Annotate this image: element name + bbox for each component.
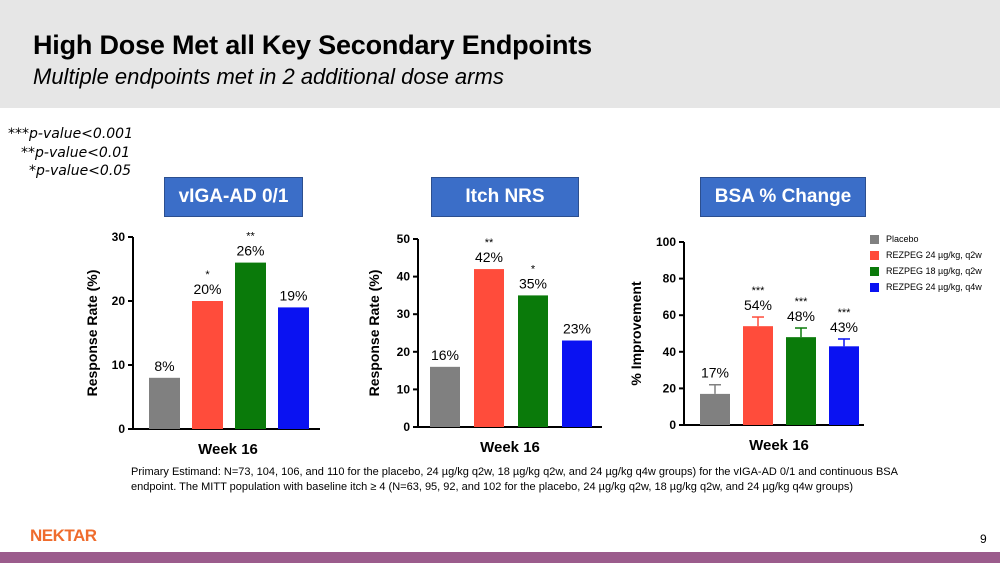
y-tick-label: 10 xyxy=(112,358,126,372)
legend-swatch-q2w-18 xyxy=(870,266,879,276)
bar xyxy=(474,269,504,427)
legend: Placebo REZPEG 24 µg/kg, q2w REZPEG 18 µ… xyxy=(870,231,982,295)
significance-marker: *** xyxy=(838,307,852,319)
legend-swatch-placebo xyxy=(870,234,879,244)
bar xyxy=(700,393,730,425)
y-tick-label: 20 xyxy=(663,381,677,395)
y-tick-label: 40 xyxy=(397,270,411,284)
data-label: 48% xyxy=(787,308,815,324)
y-tick-label: 20 xyxy=(112,294,126,308)
y-axis-label: Response Rate (%) xyxy=(366,270,382,397)
chart-title-bsa: BSA % Change xyxy=(700,177,866,217)
x-axis-label: Week 16 xyxy=(480,439,540,456)
data-label: 19% xyxy=(279,287,307,303)
footnote: Primary Estimand: N=73, 104, 106, and 11… xyxy=(131,466,898,493)
data-label: 20% xyxy=(193,281,221,297)
data-label: 8% xyxy=(154,358,174,374)
y-tick-label: 0 xyxy=(118,422,125,436)
bar xyxy=(829,346,859,425)
significance-marker: *** xyxy=(752,285,766,297)
significance-marker: * xyxy=(531,263,536,275)
data-label: 23% xyxy=(563,321,591,337)
significance-marker: * xyxy=(205,269,210,281)
company-logo: NEKTAR xyxy=(30,526,97,545)
y-tick-label: 20 xyxy=(397,345,411,359)
y-tick-label: 50 xyxy=(397,232,411,246)
bar xyxy=(518,295,548,427)
data-label: 43% xyxy=(830,319,858,335)
legend-item-q2w-18: REZPEG 18 µg/kg, q2w xyxy=(870,263,982,279)
legend-item-q2w-24: REZPEG 24 µg/kg, q2w xyxy=(870,247,982,263)
y-axis-label: Response Rate (%) xyxy=(84,270,100,397)
bar xyxy=(149,377,180,429)
bar xyxy=(278,307,309,429)
bar xyxy=(430,366,460,427)
y-tick-label: 10 xyxy=(397,382,411,396)
data-label: 17% xyxy=(701,365,729,381)
legend-label: REZPEG 18 µg/kg, q2w xyxy=(886,266,982,276)
y-tick-label: 100 xyxy=(656,235,676,249)
bar xyxy=(743,326,773,425)
legend-label: Placebo xyxy=(886,234,919,244)
legend-label: REZPEG 24 µg/kg, q2w xyxy=(886,250,982,260)
y-tick-label: 40 xyxy=(663,345,677,359)
chart-title-viga: vIGA-AD 0/1 xyxy=(164,177,303,217)
legend-item-q4w-24: REZPEG 24 µg/kg, q4w xyxy=(870,279,982,295)
significance-marker: ** xyxy=(246,231,255,243)
significance-marker: *** xyxy=(795,296,809,308)
legend-swatch-q4w-24 xyxy=(870,282,879,292)
legend-swatch-q2w-24 xyxy=(870,250,879,260)
pvalue-note-1: ***p-value<0.001 xyxy=(8,126,133,142)
y-axis-label: % Improvement xyxy=(628,281,644,386)
data-label: 26% xyxy=(236,243,264,259)
x-axis-label: Week 16 xyxy=(749,437,809,454)
bar xyxy=(192,301,223,429)
pvalue-note-2: **p-value<0.01 xyxy=(21,145,131,161)
legend-item-placebo: Placebo xyxy=(870,231,982,247)
significance-marker: ** xyxy=(485,237,494,249)
y-tick-label: 30 xyxy=(112,230,126,244)
header-bar: High Dose Met all Key Secondary Endpoint… xyxy=(0,0,1000,108)
legend-label: REZPEG 24 µg/kg, q4w xyxy=(886,282,982,292)
page-number: 9 xyxy=(980,532,987,546)
slide-subtitle: Multiple endpoints met in 2 additional d… xyxy=(33,64,504,89)
x-axis-label: Week 16 xyxy=(198,441,258,458)
y-tick-label: 0 xyxy=(669,418,676,432)
bar xyxy=(786,337,816,425)
y-tick-label: 0 xyxy=(403,420,410,434)
data-label: 42% xyxy=(475,249,503,265)
y-tick-label: 30 xyxy=(397,307,411,321)
data-label: 16% xyxy=(431,347,459,363)
bottom-accent-bar xyxy=(0,552,1000,563)
chart-title-itch: Itch NRS xyxy=(431,177,579,217)
slide-title: High Dose Met all Key Secondary Endpoint… xyxy=(33,30,592,60)
bar xyxy=(235,262,266,429)
data-label: 35% xyxy=(519,275,547,291)
data-label: 54% xyxy=(744,297,772,313)
pvalue-note-3: *p-value<0.05 xyxy=(29,163,132,179)
y-tick-label: 60 xyxy=(663,308,677,322)
bar xyxy=(562,340,592,427)
y-tick-label: 80 xyxy=(663,272,677,286)
